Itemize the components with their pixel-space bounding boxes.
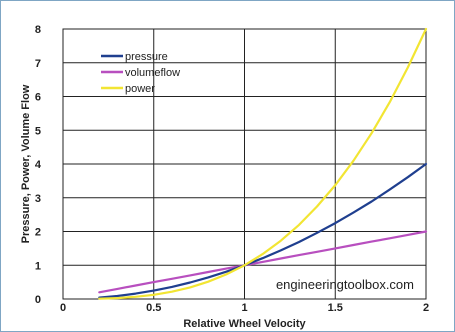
y-tick-label: 5	[35, 125, 41, 137]
x-tick-labels: 0 0.5 1 1.5 2	[60, 302, 429, 314]
y-tick-label: 4	[35, 159, 42, 171]
y-tick-label: 7	[35, 58, 41, 70]
y-tick-label: 0	[35, 294, 41, 306]
y-tick-label: 2	[35, 227, 41, 239]
x-tick-label: 2	[423, 302, 429, 314]
legend-label-power: power	[125, 83, 155, 95]
y-axis-label: Pressure, Power, Volume Flow	[20, 84, 32, 243]
legend: pressure volumeflow power	[101, 51, 180, 95]
legend-label-volumeflow: volumeflow	[125, 67, 180, 79]
x-tick-label: 1	[241, 302, 247, 314]
x-axis-label: Relative Wheel Velocity	[183, 318, 306, 330]
y-tick-labels: 0 1 2 3 4 5 6 7 8	[35, 24, 42, 306]
series-line-pressure	[98, 162, 428, 299]
x-tick-label: 0.5	[146, 302, 161, 314]
grid-lines	[62, 28, 427, 300]
series-line-volumeflow	[98, 230, 428, 294]
y-tick-label: 1	[35, 260, 41, 272]
watermark-annotation: engineeringtoolbox.com	[276, 277, 414, 292]
y-tick-label: 8	[35, 24, 41, 36]
x-tick-label: 1.5	[328, 302, 343, 314]
x-tick-label: 0	[60, 302, 66, 314]
y-tick-label: 6	[35, 92, 41, 104]
legend-label-pressure: pressure	[125, 51, 168, 63]
y-tick-label: 3	[35, 193, 41, 205]
series-layer	[98, 27, 428, 300]
series-line-power	[98, 27, 428, 300]
